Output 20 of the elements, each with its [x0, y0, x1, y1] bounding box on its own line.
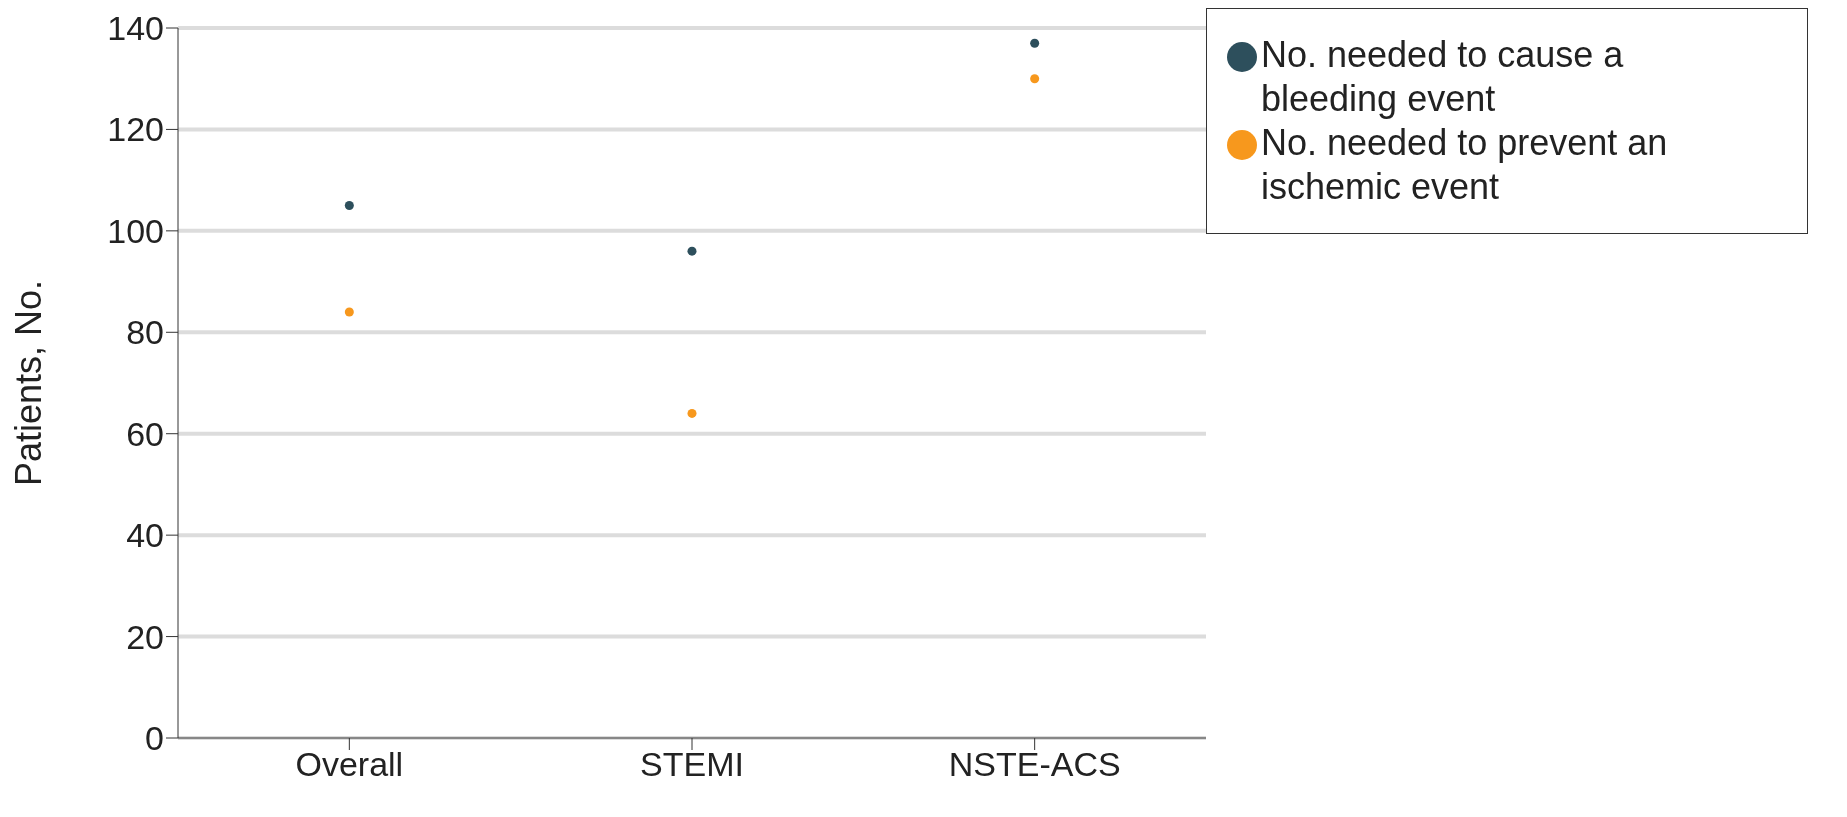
- point: [687, 246, 697, 256]
- legend-label: No. needed to cause a bleeding event: [1261, 33, 1625, 121]
- y-tick-label: 20: [126, 617, 164, 656]
- legend-label: No. needed to prevent an ischemic event: [1261, 121, 1669, 209]
- y-tick-label: 120: [107, 110, 164, 149]
- x-tick-label: Overall: [295, 745, 404, 784]
- point: [1030, 74, 1040, 84]
- point: [344, 200, 354, 211]
- x-tick-label: STEMI: [640, 745, 744, 784]
- y-tick-label: 60: [126, 414, 164, 453]
- y-tick-label: 80: [126, 313, 164, 352]
- point: [1030, 38, 1040, 48]
- point: [344, 307, 354, 317]
- y-tick-label: 140: [107, 9, 164, 48]
- y-tick-label: 0: [145, 719, 164, 758]
- y-axis-title: Patients, No.: [7, 279, 49, 487]
- y-tick-label: 100: [107, 211, 164, 250]
- y-tick-label: 40: [126, 516, 164, 555]
- point: [687, 408, 697, 418]
- x-tick-label: NSTE-ACS: [948, 745, 1121, 784]
